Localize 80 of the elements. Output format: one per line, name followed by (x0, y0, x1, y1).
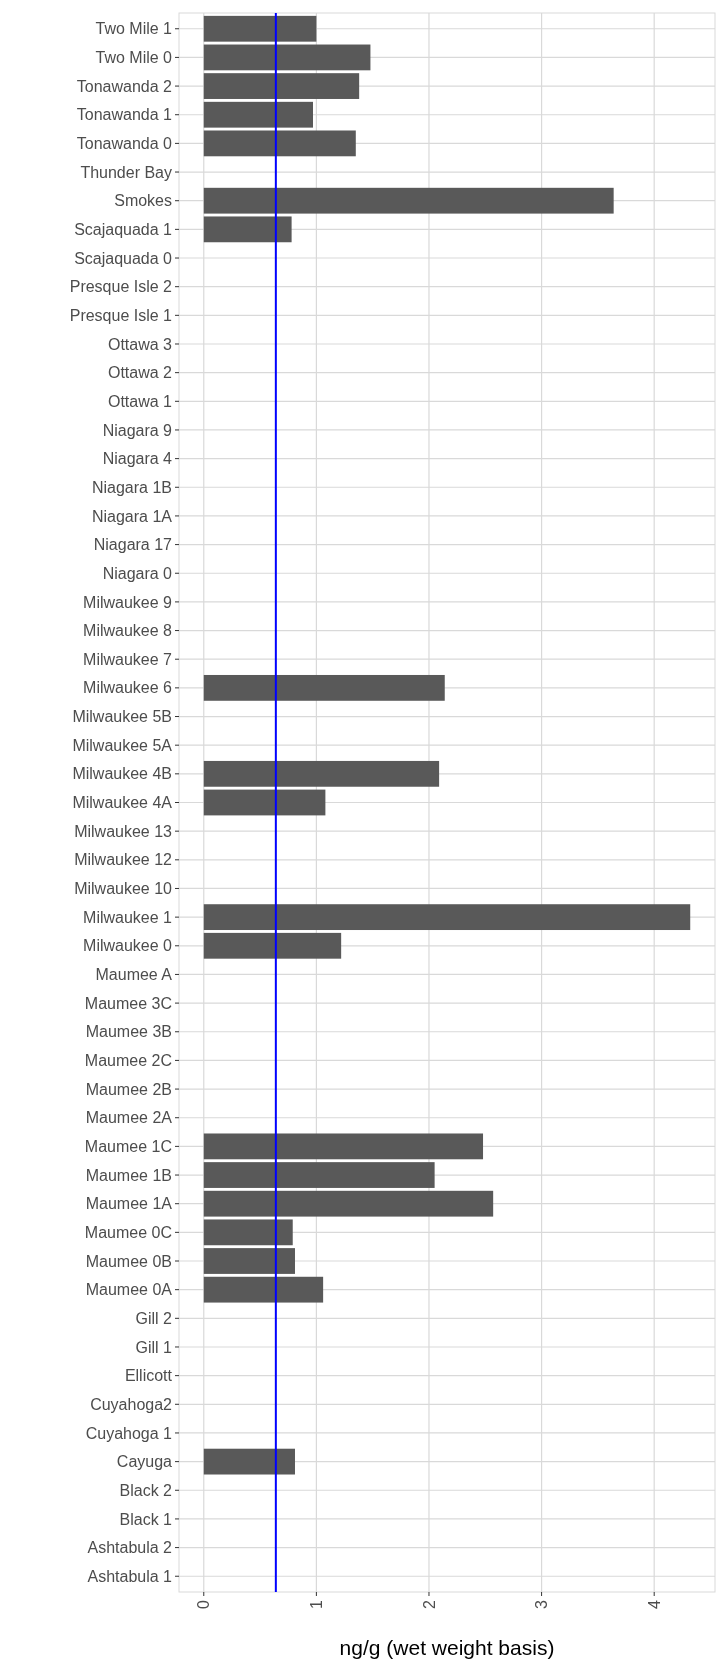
bar (203, 1162, 435, 1188)
x-tick-label: 3 (533, 1599, 551, 1609)
x-tick-label: 0 (195, 1599, 213, 1609)
y-tick-label: Cayuga (116, 1453, 173, 1471)
bar (203, 1219, 293, 1246)
bar (203, 1190, 494, 1217)
y-tick-label: Maumee 2B (85, 1080, 172, 1098)
y-tick-label: Niagara 1B (91, 478, 172, 496)
y-tick-label: Milwaukee 0 (83, 937, 173, 955)
bar (203, 187, 614, 214)
bar (203, 1133, 484, 1160)
y-tick-label: Ashtabula 2 (87, 1539, 173, 1557)
y-tick-label: Ottawa 1 (107, 392, 173, 410)
y-tick-label: Milwaukee 4A (72, 794, 173, 812)
y-tick-label: Maumee 3B (85, 1023, 172, 1041)
y-tick-label: Tonawanda 1 (76, 106, 173, 124)
y-tick-label: Milwaukee 9 (83, 593, 173, 611)
y-tick-label: Two Mile 1 (95, 20, 173, 38)
y-tick-label: Presque Isle 1 (69, 306, 173, 324)
bar (203, 216, 292, 243)
y-tick-label: Smokes (114, 192, 172, 210)
y-tick-label: Milwaukee 13 (74, 822, 173, 840)
bar (203, 44, 371, 71)
x-tick-label: 4 (645, 1599, 663, 1609)
y-tick-label: Maumee 0A (85, 1281, 173, 1299)
bar (203, 1276, 324, 1303)
y-tick-label: Milwaukee 4B (72, 765, 172, 783)
y-tick-label: Niagara 1A (91, 507, 173, 525)
y-tick-label: Maumee 1C (84, 1137, 172, 1155)
y-tick-label: Milwaukee 10 (74, 880, 173, 898)
y-tick-label: Cuyahoga 1 (85, 1424, 173, 1442)
bar (203, 674, 445, 701)
y-tick-label: Niagara 0 (102, 564, 173, 582)
y-tick-label: Milwaukee 8 (83, 622, 173, 640)
y-tick-label: Ellicott (124, 1367, 173, 1385)
y-tick-label: Milwaukee 7 (83, 650, 173, 668)
y-tick-label: Thunder Bay (80, 163, 172, 181)
bar (203, 932, 342, 959)
y-tick-label: Milwaukee 5B (72, 708, 172, 726)
y-tick-label: Maumee 2C (84, 1052, 172, 1070)
y-tick-label: Ashtabula 1 (87, 1567, 173, 1585)
y-tick-label: Niagara 17 (93, 536, 173, 554)
bar (203, 101, 313, 128)
y-tick-label: Scajaquada 1 (74, 220, 173, 238)
y-tick-label: Niagara 9 (102, 421, 173, 439)
y-tick-label: Maumee 1A (85, 1195, 173, 1213)
y-tick-label: Maumee 0B (85, 1252, 172, 1270)
bar (203, 1248, 295, 1274)
y-tick-label: Two Mile 0 (95, 49, 173, 67)
bar (203, 760, 440, 787)
y-tick-label: Black 2 (119, 1481, 173, 1499)
y-tick-label: Cuyahoga2 (90, 1395, 173, 1413)
y-tick-label: Presque Isle 2 (69, 278, 173, 296)
bar (203, 904, 691, 931)
y-tick-label: Scajaquada 0 (74, 249, 173, 267)
y-tick-label: Gill 2 (135, 1309, 173, 1327)
y-tick-label: Ottawa 3 (107, 335, 173, 353)
y-tick-label: Maumee 1B (85, 1166, 172, 1184)
bar (203, 1448, 295, 1475)
x-tick-label: 2 (420, 1599, 438, 1609)
x-tick-label: 1 (307, 1599, 325, 1609)
y-tick-label: Milwaukee 1 (83, 908, 173, 926)
y-tick-label: Gill 1 (135, 1338, 173, 1356)
y-tick-label: Maumee A (95, 966, 173, 984)
y-tick-label: Maumee 0C (84, 1223, 172, 1241)
bar (203, 789, 326, 816)
y-tick-label: Ottawa 2 (107, 364, 173, 382)
y-tick-label: Milwaukee 12 (74, 851, 173, 869)
bar (203, 130, 356, 157)
y-tick-label: Niagara 4 (102, 450, 173, 468)
y-tick-label: Maumee 3C (84, 994, 172, 1012)
y-tick-label: Milwaukee 5A (72, 736, 173, 754)
y-tick-label: Maumee 2A (85, 1109, 173, 1127)
x-axis-title: ng/g (wet weight basis) (339, 1636, 555, 1659)
y-tick-label: Tonawanda 2 (76, 77, 173, 95)
y-tick-label: Black 1 (119, 1510, 173, 1528)
bar (203, 15, 317, 42)
y-tick-label: Milwaukee 6 (83, 679, 173, 697)
y-tick-label: Tonawanda 0 (76, 134, 173, 152)
bar (203, 73, 360, 99)
